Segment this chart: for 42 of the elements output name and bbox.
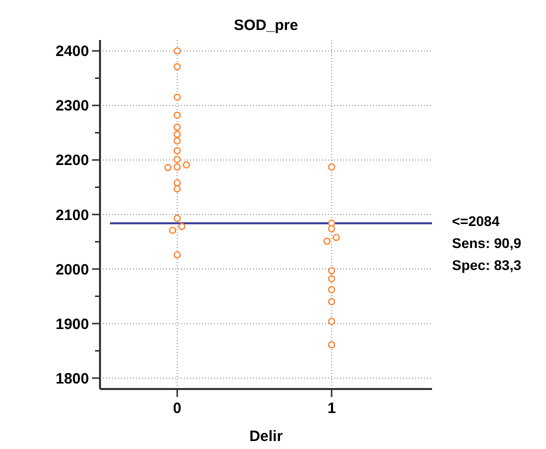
text: Sens: 90,9: [452, 235, 522, 252]
point: [328, 318, 336, 325]
point: [328, 275, 336, 282]
point: [174, 47, 181, 54]
y-tick-label: 1900: [56, 316, 89, 333]
point: [328, 286, 336, 294]
point: [178, 222, 186, 230]
point: [174, 179, 181, 186]
point: [168, 226, 176, 234]
point: [328, 163, 336, 171]
ref-line-label: <=2084: [452, 213, 500, 230]
y-tick-label: 2400: [56, 43, 89, 60]
point: [328, 267, 336, 274]
point: [328, 341, 336, 348]
point: [174, 124, 181, 131]
point: [174, 94, 181, 101]
x-axis-title: Delir: [249, 428, 283, 445]
point: [328, 225, 336, 232]
y-tick-label: 2100: [56, 206, 89, 224]
point: [174, 251, 181, 258]
point: [174, 112, 181, 119]
chart-title: SOD_pre: [234, 17, 298, 34]
x-tick-label: 1: [327, 400, 336, 417]
point: [174, 147, 181, 154]
point: [332, 234, 340, 241]
point: [323, 238, 331, 245]
point: [174, 185, 181, 192]
x-tick-label: 0: [173, 400, 182, 417]
point: [174, 130, 181, 138]
y-tick-label: 1800: [56, 370, 89, 388]
point: [182, 161, 190, 168]
point: [174, 63, 181, 70]
text: Spec: 83,3: [452, 257, 522, 274]
y-tick-label: 2300: [56, 98, 89, 115]
point: [174, 156, 181, 164]
point: [174, 163, 181, 171]
point: [174, 137, 181, 144]
point: [174, 214, 181, 222]
point: [164, 164, 172, 172]
point: [328, 298, 336, 306]
y-tick-label: 2200: [56, 152, 89, 170]
y-tick-label: 2000: [56, 261, 89, 278]
